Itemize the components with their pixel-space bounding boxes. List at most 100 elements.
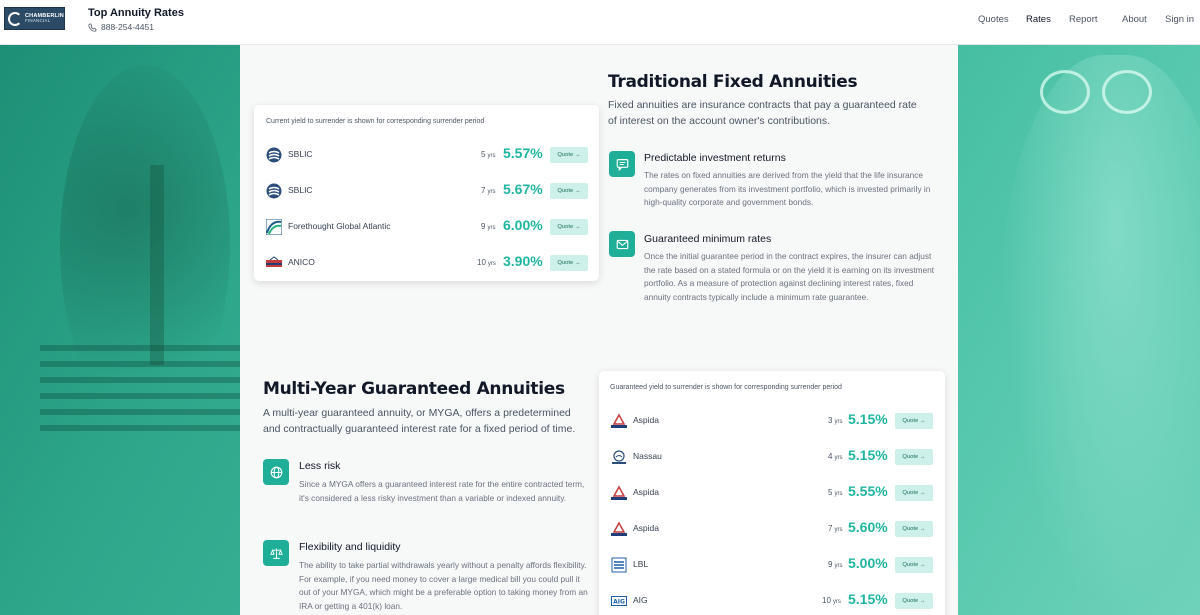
logo-line2: FINANCIAL — [25, 19, 64, 24]
svg-text:AIG: AIG — [613, 599, 625, 606]
fixed-rates-card: Current yield to surrender is shown for … — [254, 105, 599, 281]
fixed-section-title: Traditional Fixed Annuities — [608, 72, 857, 92]
aig-logo-icon: AIG — [611, 593, 627, 609]
aspida-logo-icon — [611, 485, 627, 501]
chamberlin-logo-icon — [8, 12, 22, 26]
lbl-logo-icon — [611, 557, 627, 573]
rate-term: 9 yrs — [481, 222, 495, 231]
quote-button[interactable]: Quote → — [895, 485, 933, 501]
feature-icon-box — [263, 459, 289, 485]
forethought-logo-icon — [266, 219, 282, 235]
rate-row: Aspida 3 yrs 5.15% Quote → — [611, 411, 935, 431]
rate-row: SBLIC 7 yrs 5.67% Quote → — [266, 181, 588, 201]
rate-value: 3.90% — [503, 253, 543, 269]
phone-number: 888-254-4451 — [101, 22, 154, 32]
rate-row: Nassau 4 yrs 5.15% Quote → — [611, 447, 935, 467]
card-caption: Current yield to surrender is shown for … — [266, 118, 484, 125]
background-bench — [40, 345, 240, 435]
rate-value: 6.00% — [503, 217, 543, 233]
content-panel: Current yield to surrender is shown for … — [240, 45, 958, 615]
globe-icon — [270, 466, 283, 479]
rate-row: AIG AIG 10 yrs 5.15% Quote → — [611, 591, 935, 611]
rate-row: ANICO 10 yrs 3.90% Quote → — [266, 253, 588, 273]
rate-value: 5.57% — [503, 145, 543, 161]
rate-term: 9 yrs — [828, 560, 842, 569]
rate-company: LBL — [633, 559, 648, 569]
site-phone[interactable]: 888-254-4451 — [88, 22, 154, 32]
rate-row: Aspida 5 yrs 5.55% Quote → — [611, 483, 935, 503]
nassau-logo-icon — [611, 449, 627, 465]
rate-row: SBLIC 5 yrs 5.57% Quote → — [266, 145, 588, 165]
background-trunk — [150, 165, 164, 365]
aspida-logo-icon — [611, 521, 627, 537]
feature-icon-box — [263, 540, 289, 566]
fixed-section-lead: Fixed annuities are insurance contracts … — [608, 97, 928, 129]
rate-row: Forethought Global Atlantic 9 yrs 6.00% Q… — [266, 217, 588, 237]
feature-icon-box — [609, 231, 635, 257]
rate-term: 5 yrs — [481, 150, 495, 159]
myga-section-lead: A multi-year guaranteed annuity, or MYGA… — [263, 405, 591, 437]
scale-icon — [270, 547, 283, 560]
mail-icon — [616, 238, 629, 251]
rate-company: ANICO — [288, 257, 315, 267]
rate-value: 5.00% — [848, 555, 888, 571]
rate-term: 7 yrs — [481, 186, 495, 195]
rate-term: 10 yrs — [477, 258, 496, 267]
aspida-logo-icon — [611, 413, 627, 429]
site-header: CHAMBERLIN FINANCIAL Top Annuity Rates 8… — [0, 0, 1200, 45]
rate-value: 5.67% — [503, 181, 543, 197]
quote-button[interactable]: Quote → — [895, 521, 933, 537]
feature-body: The ability to take partial withdrawals … — [299, 559, 593, 613]
chat-icon — [616, 158, 629, 171]
nav-report[interactable]: Report — [1069, 14, 1098, 25]
quote-button[interactable]: Quote → — [550, 183, 588, 199]
rate-company: AIG — [633, 595, 648, 605]
rate-value: 5.55% — [848, 483, 888, 499]
nav-about[interactable]: About — [1122, 14, 1147, 25]
feature-body: Since a MYGA offers a guaranteed interes… — [299, 478, 589, 505]
quote-button[interactable]: Quote → — [895, 449, 933, 465]
rate-company: SBLIC — [288, 149, 313, 159]
phone-icon — [88, 23, 97, 32]
rate-row: Aspida 7 yrs 5.60% Quote → — [611, 519, 935, 539]
quote-button[interactable]: Quote → — [895, 557, 933, 573]
nav-rates[interactable]: Rates — [1026, 14, 1051, 25]
nav-sign-in[interactable]: Sign in — [1165, 14, 1194, 25]
rate-row: LBL 9 yrs 5.00% Quote → — [611, 555, 935, 575]
site-title[interactable]: Top Annuity Rates — [88, 7, 184, 19]
feature-title: Guaranteed minimum rates — [644, 233, 771, 245]
anico-logo-icon — [266, 255, 282, 271]
feature-title: Flexibility and liquidity — [299, 541, 401, 553]
nav-quotes[interactable]: Quotes — [978, 14, 1009, 25]
card-caption: Guaranteed yield to surrender is shown f… — [610, 384, 842, 391]
myga-rates-card: Guaranteed yield to surrender is shown f… — [599, 371, 945, 615]
rate-company: Nassau — [633, 451, 662, 461]
myga-section-title: Multi-Year Guaranteed Annuities — [263, 379, 565, 399]
rate-company: Aspida — [633, 523, 659, 533]
rate-company: Aspida — [633, 415, 659, 425]
quote-button[interactable]: Quote → — [550, 255, 588, 271]
sblic-logo-icon — [266, 183, 282, 199]
rate-term: 3 yrs — [828, 416, 842, 425]
rate-term: 7 yrs — [828, 524, 842, 533]
rate-company: Forethought Global Atlantic — [288, 221, 391, 231]
rate-value: 5.15% — [848, 591, 888, 607]
quote-button[interactable]: Quote → — [895, 413, 933, 429]
rate-value: 5.60% — [848, 519, 888, 535]
feature-title: Predictable investment returns — [644, 152, 786, 164]
sblic-logo-icon — [266, 147, 282, 163]
rate-term: 5 yrs — [828, 488, 842, 497]
background-glasses — [1040, 70, 1160, 125]
feature-body: Once the initial guarantee period in the… — [644, 250, 936, 304]
quote-button[interactable]: Quote → — [550, 147, 588, 163]
rate-company: SBLIC — [288, 185, 313, 195]
background-person — [1000, 55, 1200, 615]
rate-term: 10 yrs — [822, 596, 841, 605]
rate-value: 5.15% — [848, 447, 888, 463]
brand-logo[interactable]: CHAMBERLIN FINANCIAL — [4, 7, 65, 30]
quote-button[interactable]: Quote → — [895, 593, 933, 609]
rate-company: Aspida — [633, 487, 659, 497]
quote-button[interactable]: Quote → — [550, 219, 588, 235]
rate-term: 4 yrs — [828, 452, 842, 461]
rate-value: 5.15% — [848, 411, 888, 427]
